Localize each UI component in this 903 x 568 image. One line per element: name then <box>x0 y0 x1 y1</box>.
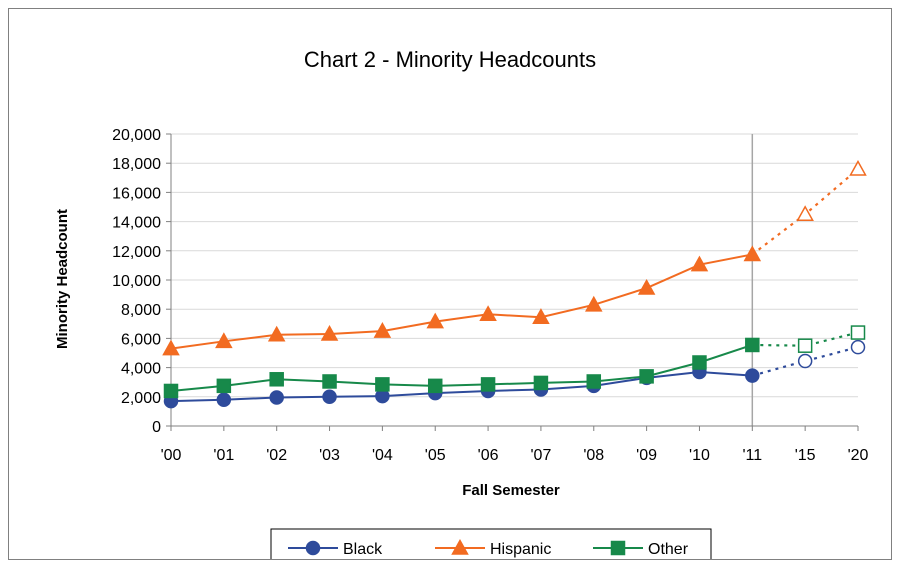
x-tick-label: '03 <box>319 447 340 464</box>
x-tick-label: '01 <box>213 447 234 464</box>
legend-label-other: Other <box>648 541 689 558</box>
legend-marker-hispanic <box>451 538 469 555</box>
y-tick-label: 16,000 <box>112 185 161 202</box>
data-point-black <box>745 368 760 383</box>
x-tick-label: '20 <box>848 447 869 464</box>
x-tick-label: '06 <box>478 447 499 464</box>
legend-marker-other <box>610 540 626 556</box>
data-point-other <box>850 325 866 340</box>
series-line-other <box>170 344 753 392</box>
x-tick-label: '00 <box>161 447 182 464</box>
data-point-hispanic <box>849 159 867 176</box>
data-point-hispanic <box>690 255 709 272</box>
series-projection-black <box>752 346 859 377</box>
data-point-hispanic <box>532 308 550 324</box>
chart-canvas: Chart 2 - Minority Headcounts Minority H… <box>54 47 869 559</box>
data-point-black <box>322 389 337 405</box>
x-tick-label: '08 <box>583 447 604 464</box>
data-point-hispanic <box>267 325 286 342</box>
x-tick-label: '15 <box>795 447 816 464</box>
y-tick-label: 20,000 <box>112 127 161 144</box>
series-lines <box>162 159 867 409</box>
x-tick-label: '10 <box>689 447 710 464</box>
data-point-other <box>586 374 602 389</box>
series-line-hispanic <box>170 253 753 350</box>
x-tick-label: '02 <box>266 447 287 464</box>
x-tick-label: '05 <box>425 447 446 464</box>
x-tick-label: '11 <box>742 447 762 464</box>
data-point-hispanic <box>426 312 445 329</box>
legend-label-hispanic: Hispanic <box>490 541 551 558</box>
data-point-hispanic <box>215 332 233 349</box>
data-point-black <box>269 390 284 405</box>
y-axis-label: Minority Headcount <box>54 209 71 349</box>
chart-frame: Chart 2 - Minority Headcounts Minority H… <box>8 8 892 560</box>
data-point-other <box>269 372 284 387</box>
y-tick-label: 18,000 <box>112 156 161 173</box>
chart-title: Chart 2 - Minority Headcounts <box>304 47 596 72</box>
data-point-other <box>427 378 443 394</box>
legend: Black Hispanic Other <box>270 528 712 559</box>
data-point-hispanic <box>373 322 392 338</box>
data-point-black <box>216 392 232 407</box>
legend-marker-black <box>305 540 321 556</box>
data-point-other <box>533 375 549 391</box>
data-point-black <box>797 353 813 369</box>
gridlines <box>171 133 858 426</box>
x-axis-label: Fall Semester <box>462 482 560 499</box>
data-point-hispanic <box>162 339 180 356</box>
x-tick-label: '07 <box>530 447 551 464</box>
y-tick-label: 12,000 <box>112 244 161 261</box>
data-point-other <box>692 355 707 370</box>
x-tick-label: '04 <box>372 447 393 464</box>
x-tick-label: '09 <box>636 447 657 464</box>
legend-box <box>270 528 712 559</box>
series-projection-other <box>752 331 859 347</box>
data-point-other <box>745 337 760 353</box>
data-point-other <box>322 374 337 389</box>
legend-label-black: Black <box>343 541 383 558</box>
y-tick-label: 4,000 <box>121 361 161 378</box>
data-point-hispanic <box>743 245 762 262</box>
data-point-other <box>797 338 813 353</box>
data-point-hispanic <box>796 205 814 222</box>
series-line-black <box>170 370 753 403</box>
data-point-black <box>850 339 866 355</box>
data-point-other <box>163 383 179 399</box>
data-point-other <box>216 378 232 394</box>
data-point-other <box>480 377 496 392</box>
data-point-other <box>375 377 390 392</box>
y-tick-label: 8,000 <box>121 302 161 319</box>
y-tick-label: 0 <box>152 419 161 436</box>
axes: 0 2,000 4,000 6,000 8,000 10,000 12,000 14,000 1… <box>112 127 868 464</box>
y-tick-label: 14,000 <box>112 215 161 232</box>
y-tick-label: 10,000 <box>112 273 161 290</box>
data-point-hispanic <box>320 324 339 341</box>
data-point-hispanic <box>584 295 603 312</box>
y-tick-label: 2,000 <box>121 390 161 407</box>
data-point-hispanic <box>637 278 656 295</box>
y-tick-label: 6,000 <box>121 331 161 348</box>
data-point-hispanic <box>479 305 497 322</box>
data-point-other <box>639 369 654 384</box>
